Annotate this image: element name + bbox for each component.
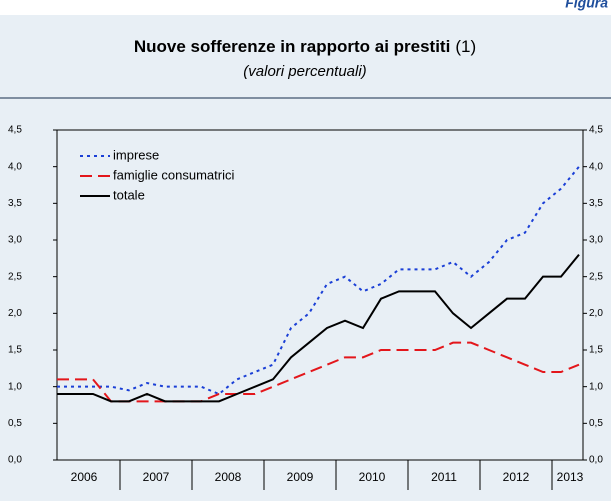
series-line [57, 341, 580, 403]
chart-subtitle: (valori percentuali) [243, 63, 366, 80]
legend-label: famiglie consumatrici [113, 167, 234, 182]
x-tick-label: 2007 [143, 470, 170, 484]
plot-frame [56, 129, 584, 461]
y-tick-label: 3,5 [8, 198, 22, 209]
y2-tick-label: 2,5 [589, 271, 603, 282]
x-tick-label: 2012 [503, 470, 530, 484]
y-tick-label: 2,0 [8, 308, 22, 319]
y2-tick-label: 1,5 [589, 345, 603, 356]
panel [0, 15, 611, 501]
y-tick-label: 3,0 [8, 235, 22, 246]
x-tick-label: 2006 [71, 470, 98, 484]
x-tick-label: 2008 [215, 470, 242, 484]
x-tick-label: 2013 [557, 470, 584, 484]
x-tick-label: 2011 [431, 470, 457, 484]
y-tick-label: 0,5 [8, 418, 22, 429]
y-tick-label: 0,0 [8, 455, 22, 466]
series-line [57, 254, 580, 403]
y2-tick-label: 4,0 [589, 161, 603, 172]
y2-tick-label: 0,0 [589, 455, 603, 466]
y2-tick-label: 0,5 [589, 418, 603, 429]
chart-title: Nuove sofferenze in rapporto ai prestiti… [134, 37, 476, 56]
y2-tick-label: 1,0 [589, 381, 603, 392]
x-tick-label: 2010 [359, 470, 386, 484]
y-tick-label: 1,0 [8, 381, 22, 392]
y2-tick-label: 2,0 [589, 308, 603, 319]
title-main: Nuove sofferenze in rapporto ai prestiti [134, 37, 450, 56]
y2-tick-label: 4,5 [589, 125, 603, 136]
y-tick-label: 4,0 [8, 161, 22, 172]
legend-label: imprese [113, 147, 159, 162]
figure-label: Figura [565, 0, 608, 11]
y-tick-label: 4,5 [8, 125, 22, 136]
y-tick-label: 2,5 [8, 271, 22, 282]
x-tick-label: 2009 [287, 470, 314, 484]
title-note: (1) [455, 37, 476, 56]
y-tick-label: 1,5 [8, 345, 22, 356]
series-line [57, 166, 580, 396]
legend-label: totale [113, 187, 145, 202]
y2-tick-label: 3,5 [589, 198, 603, 209]
y2-tick-label: 3,0 [589, 235, 603, 246]
